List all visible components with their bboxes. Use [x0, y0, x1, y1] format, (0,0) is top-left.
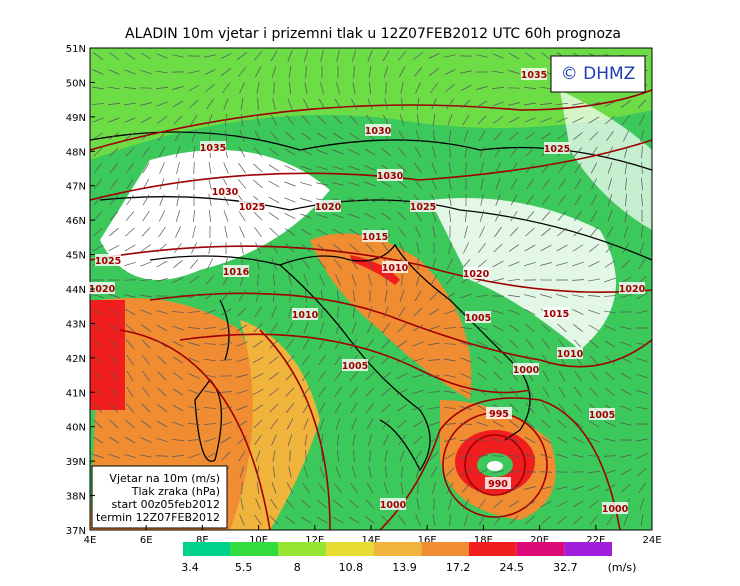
isobar-label: 1030	[212, 187, 239, 198]
lon-label: 24E	[642, 535, 661, 546]
isobar-label: 1025	[410, 202, 436, 213]
isobar-label: 1020	[463, 269, 490, 280]
info-line: start 00z05feb2012	[111, 498, 220, 511]
isobar-label: 1035	[200, 143, 226, 154]
isobar-label: 1025	[239, 202, 265, 213]
lat-label: 43N	[66, 319, 86, 330]
legend-swatch	[326, 542, 374, 556]
isobar-label: 1030	[377, 171, 404, 182]
legend-unit: (m/s)	[608, 561, 637, 574]
legend-label: 8	[294, 561, 301, 574]
legend-label: 13.9	[392, 561, 417, 574]
lat-label: 50N	[66, 78, 86, 89]
legend-label: 17.2	[446, 561, 471, 574]
map-title: ALADIN 10m vjetar i prizemni tlak u 12Z0…	[125, 26, 621, 42]
legend-swatch	[183, 542, 231, 556]
isobar-label: 1020	[619, 284, 646, 295]
lat-label: 49N	[66, 113, 86, 124]
legend-swatch	[421, 542, 469, 556]
legend-swatch	[469, 542, 517, 556]
lat-label: 40N	[66, 423, 86, 434]
legend-swatch	[374, 542, 422, 556]
legend-swatch	[517, 542, 565, 556]
lat-label: 48N	[66, 147, 86, 158]
isobar-label: 1010	[382, 263, 409, 274]
isobar-label: 1015	[362, 232, 388, 243]
isobar-label: 1005	[465, 313, 491, 324]
lat-label: 47N	[66, 182, 86, 193]
legend-label: 3.4	[181, 561, 199, 574]
info-line: Vjetar na 10m (m/s)	[109, 472, 220, 485]
legend-label: 5.5	[235, 561, 253, 574]
lat-label: 44N	[66, 285, 86, 296]
isobar-label: 1005	[342, 361, 368, 372]
isobar-label: 1010	[557, 349, 584, 360]
isobar-label: 1025	[544, 144, 570, 155]
lat-label: 39N	[66, 457, 86, 468]
isobar-label: 1016	[223, 267, 250, 278]
isobar-label: 1025	[95, 256, 121, 267]
isobar-label: 1015	[543, 309, 569, 320]
legend-swatch	[278, 542, 326, 556]
lat-label: 51N	[66, 44, 86, 55]
isobar-label: 1000	[602, 504, 629, 515]
isobar-label: 1020	[315, 202, 342, 213]
lon-label: 4E	[84, 535, 97, 546]
logo: © DHMZ	[561, 64, 636, 84]
lon-label: 6E	[140, 535, 153, 546]
legend-swatch	[231, 542, 279, 556]
legend-swatch	[564, 542, 612, 556]
lat-label: 46N	[66, 216, 86, 227]
legend-label: 24.5	[500, 561, 525, 574]
legend-label: 10.8	[339, 561, 364, 574]
isobar-label: 1000	[513, 365, 540, 376]
isobar-label: 990	[488, 479, 508, 490]
isobar-label: 995	[489, 409, 509, 420]
info-line: termin 12Z07FEB2012	[96, 511, 220, 524]
lat-label: 41N	[66, 388, 86, 399]
isobar-label: 1000	[380, 500, 407, 511]
legend-label: 32.7	[553, 561, 578, 574]
lat-label: 45N	[66, 251, 86, 262]
isobar-label: 1030	[365, 126, 392, 137]
map-field	[90, 48, 652, 530]
isobar-label: 1005	[589, 410, 615, 421]
isobar-label: 1035	[521, 70, 547, 81]
info-line: Tlak zraka (hPa)	[131, 485, 220, 498]
lat-label: 42N	[66, 354, 86, 365]
lat-label: 38N	[66, 492, 86, 503]
isobar-label: 1010	[292, 310, 319, 321]
